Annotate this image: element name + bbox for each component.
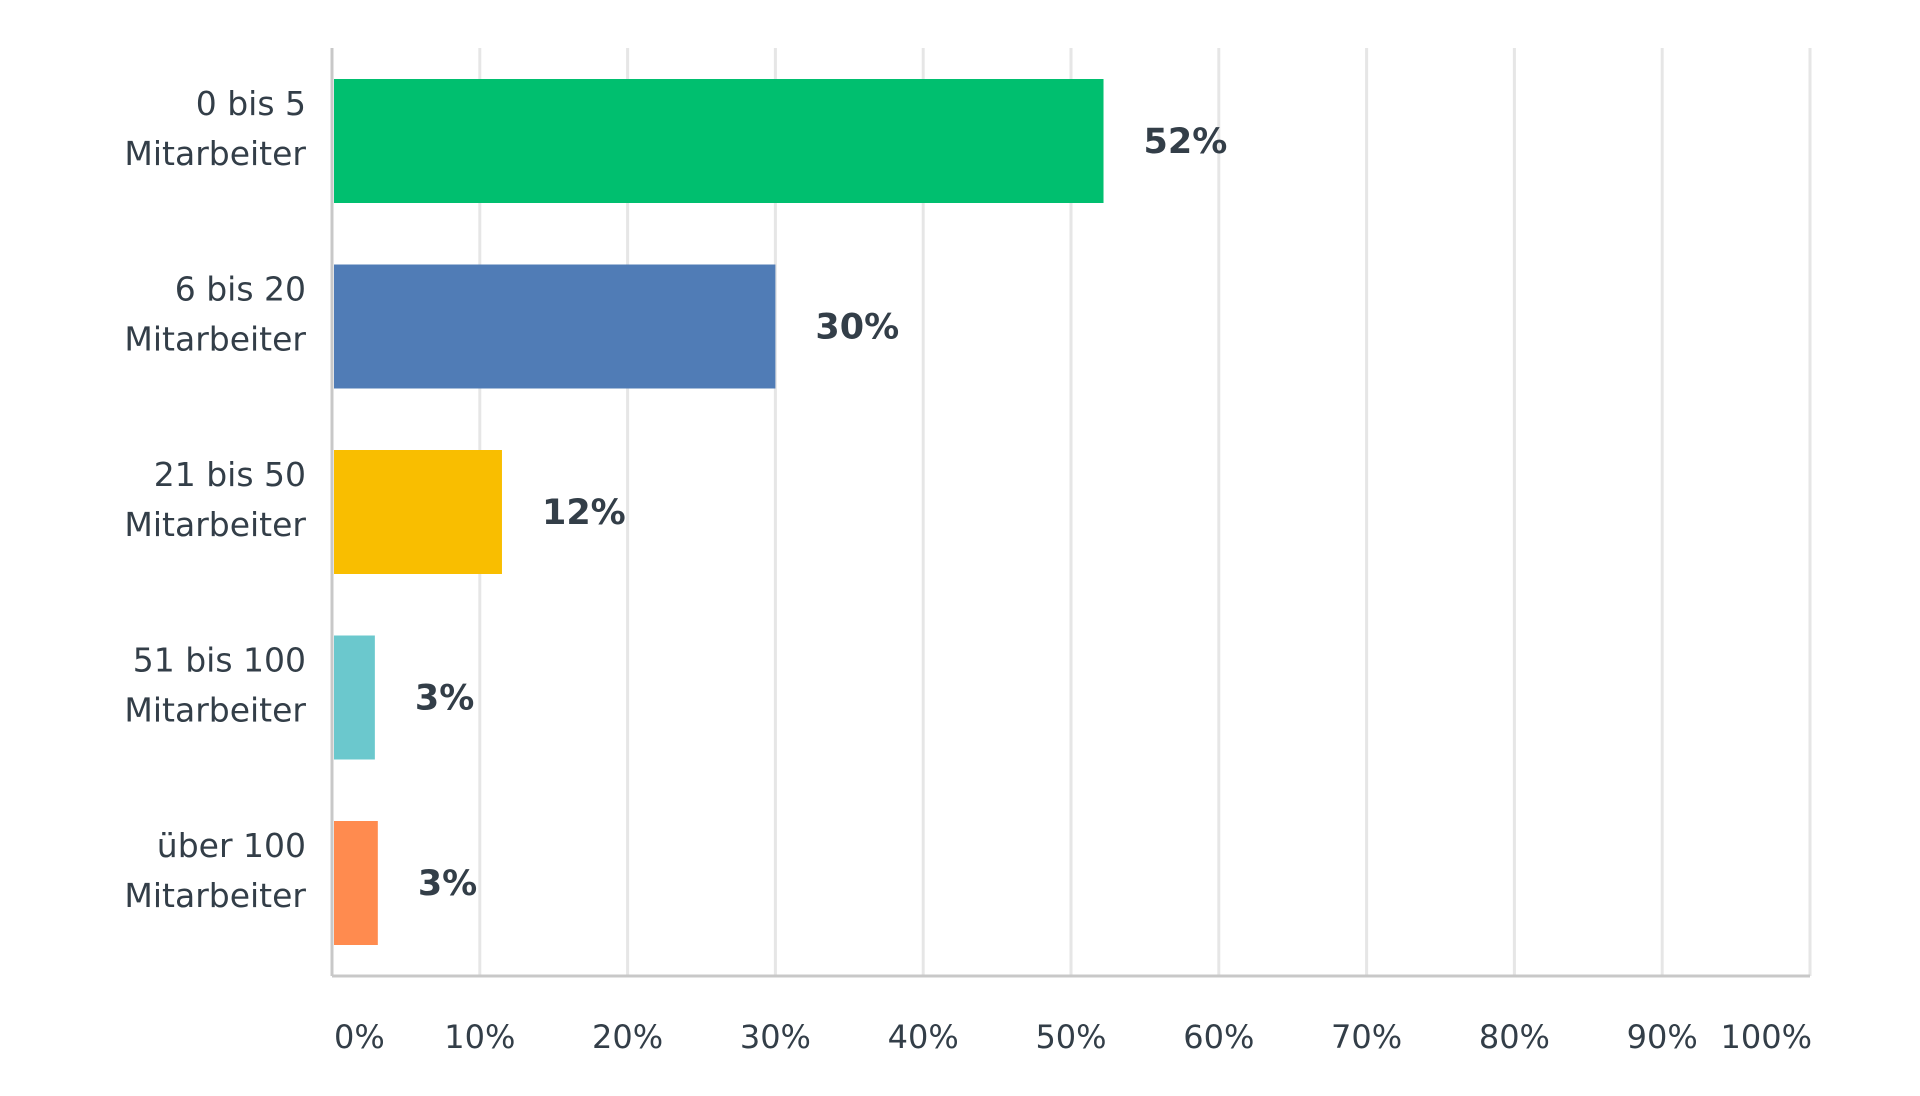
x-tick-label: 90% [1627, 1018, 1698, 1056]
x-tick-label: 60% [1183, 1018, 1254, 1056]
category-label: über 100 Mitarbeiter [124, 826, 306, 915]
bars [334, 79, 1104, 945]
x-tick-label: 0% [334, 1018, 385, 1056]
category-labels: 0 bis 5 Mitarbeiter 6 bis 20 Mitarbeiter 21 … [124, 84, 306, 915]
data-label: 3% [415, 679, 474, 719]
x-tick-label: 10% [444, 1018, 515, 1056]
axes [330, 48, 1810, 978]
x-tick-label: 40% [888, 1018, 959, 1056]
data-label: 30% [815, 308, 899, 348]
bar [334, 450, 502, 574]
bar [334, 635, 375, 760]
x-tick-label: 70% [1331, 1018, 1402, 1056]
data-labels: 52% 30% 12% 3% 3% [415, 122, 1227, 904]
x-tick-label: 80% [1479, 1018, 1550, 1056]
x-tick-labels: 0% 10% 20% 30% 40% 50% 60% 70% 80% 90% 100% [334, 1018, 1812, 1056]
data-label: 52% [1144, 122, 1228, 162]
category-label: 51 bis 100 Mitarbeiter [124, 641, 306, 730]
x-tick-label: 20% [592, 1018, 663, 1056]
x-tick-label: 50% [1035, 1018, 1106, 1056]
category-label: 0 bis 5 Mitarbeiter [124, 84, 306, 173]
category-label: 6 bis 20 Mitarbeiter [124, 270, 306, 359]
x-tick-label: 100% [1721, 1018, 1812, 1056]
bar [334, 821, 378, 945]
x-tick-label: 30% [740, 1018, 811, 1056]
bar [334, 79, 1104, 203]
data-label: 12% [542, 493, 626, 533]
data-label: 3% [418, 864, 477, 904]
bar [334, 264, 776, 389]
category-label: 21 bis 50 Mitarbeiter [124, 455, 306, 544]
